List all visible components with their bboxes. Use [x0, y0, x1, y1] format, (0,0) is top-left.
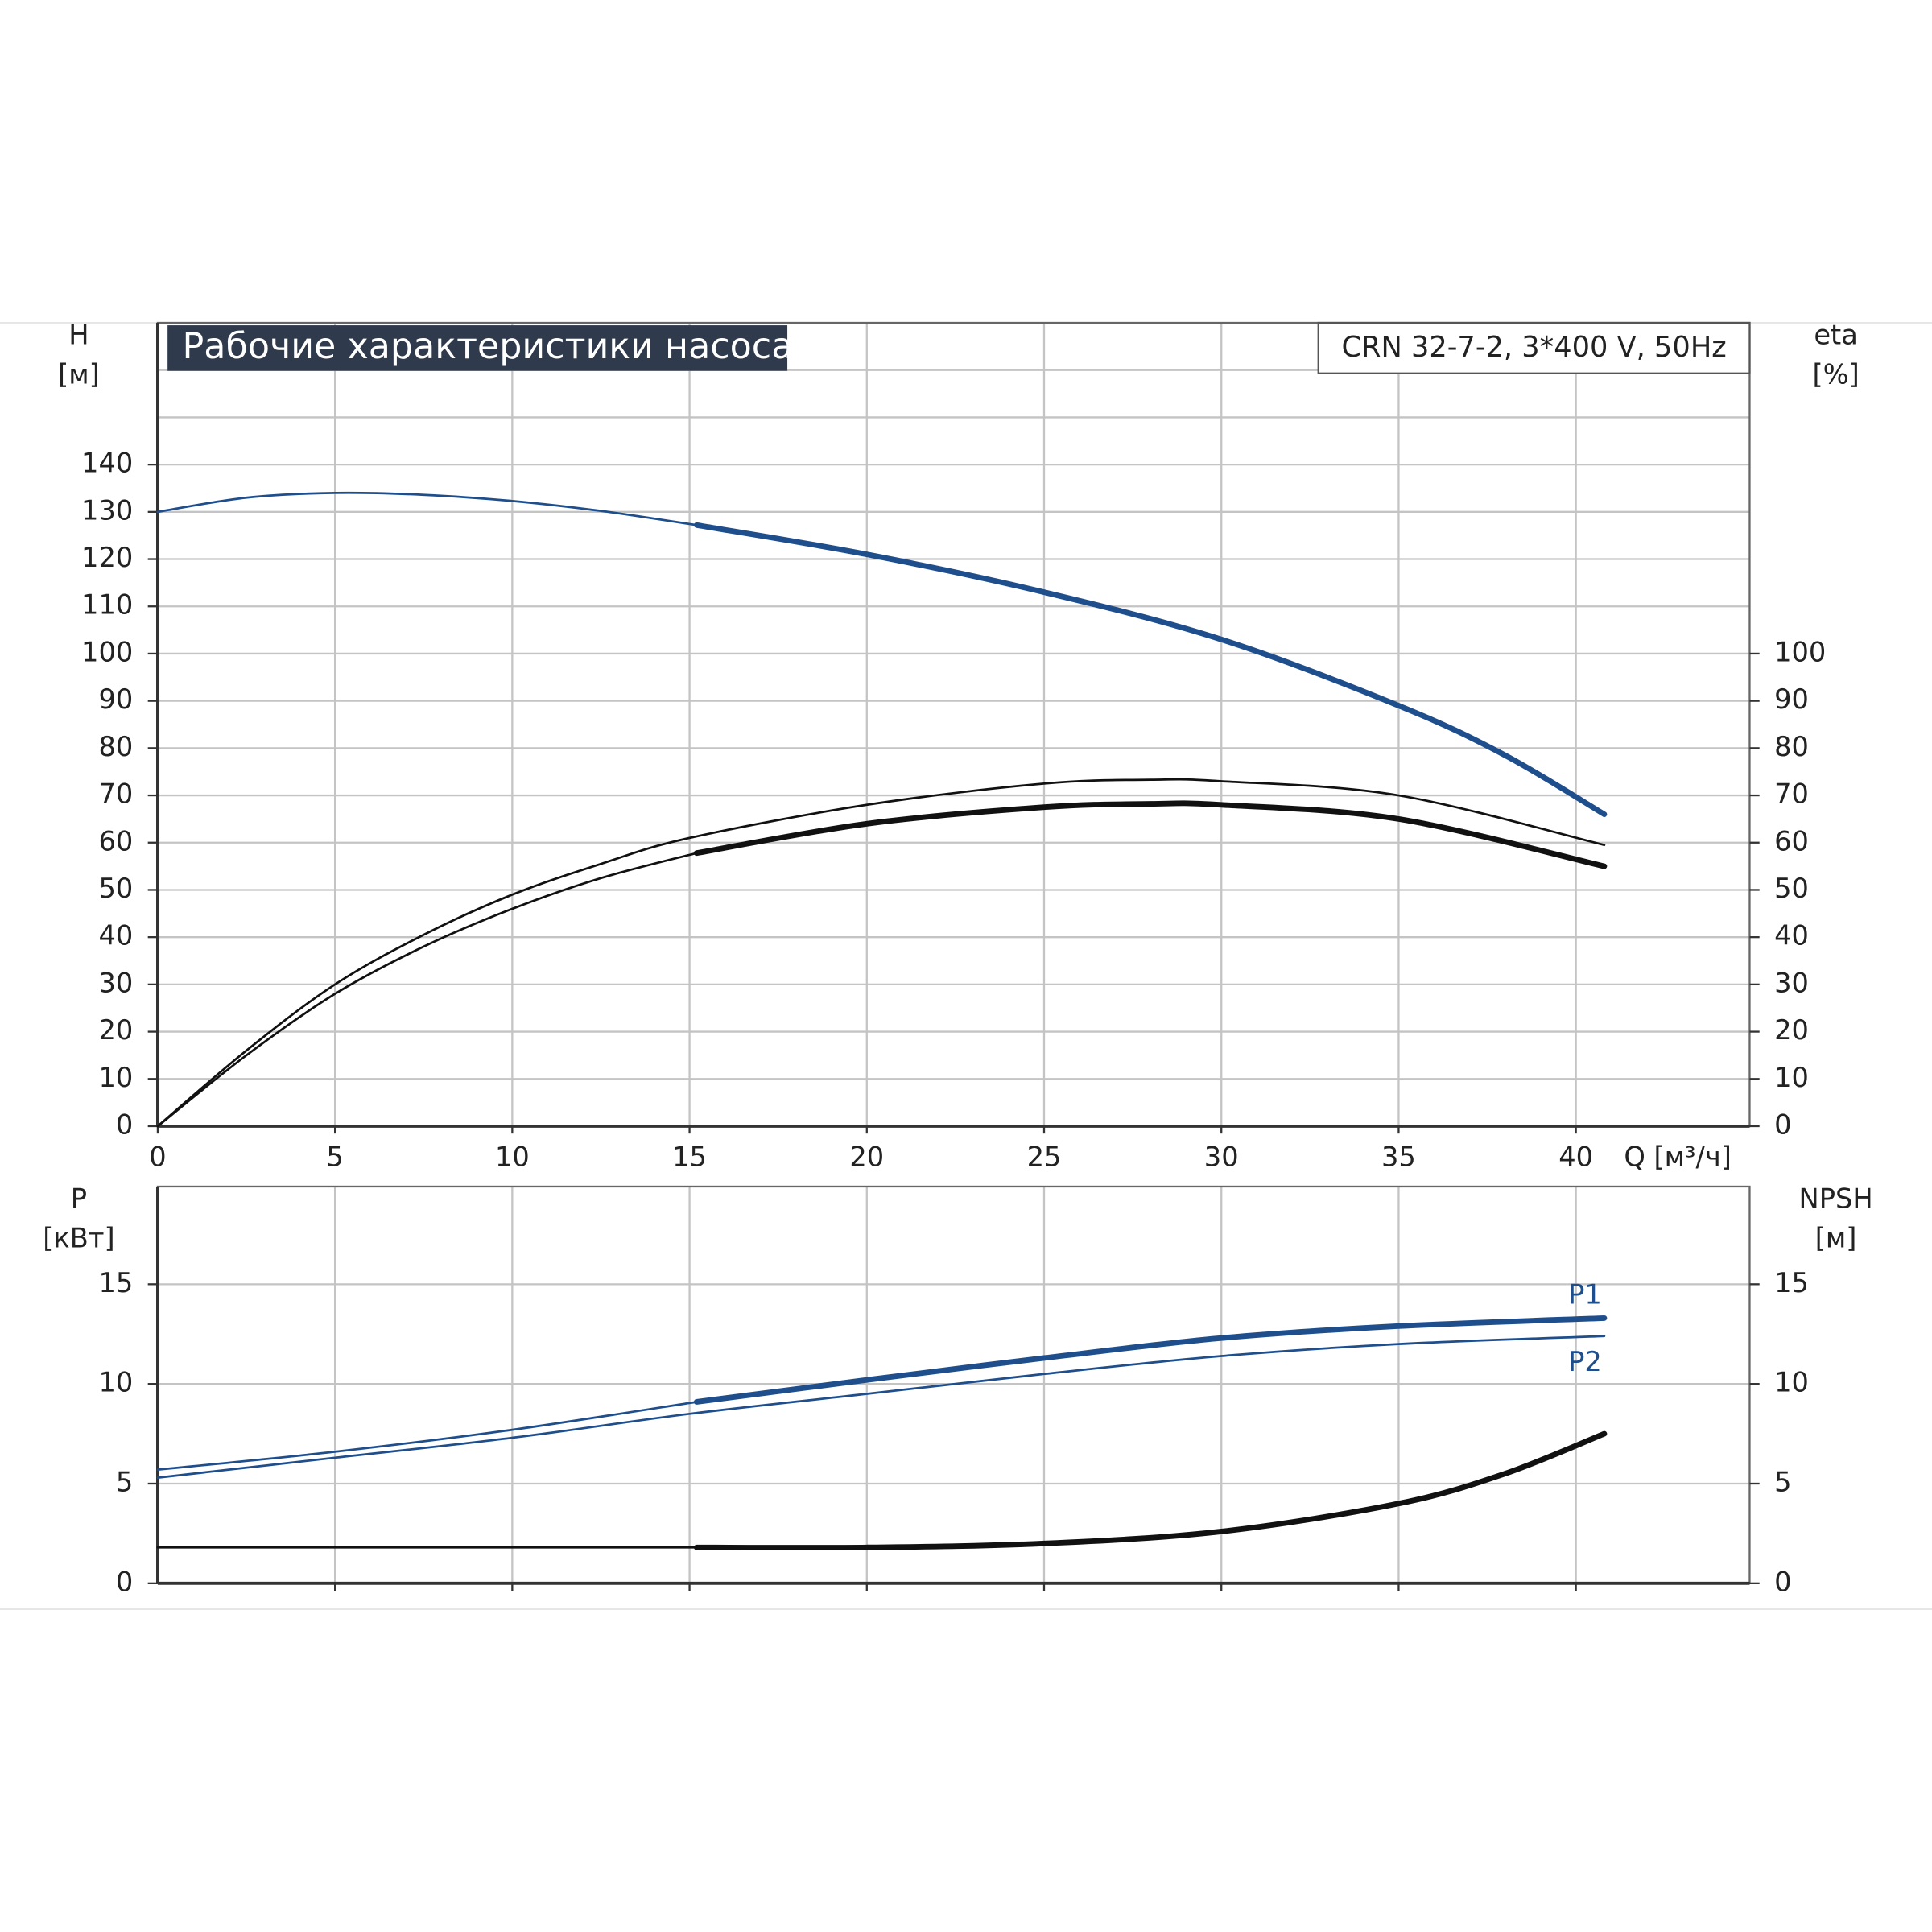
y-tick-label: 90 — [98, 683, 133, 715]
y-tick-label: 80 — [98, 731, 133, 762]
curve — [156, 1401, 698, 1472]
x-tick-label: 15 — [672, 1141, 707, 1172]
y-tick-label: 140 — [81, 448, 133, 479]
title-box — [167, 325, 788, 371]
y-tick-label: 10 — [98, 1367, 133, 1398]
annotation-box — [1317, 321, 1751, 374]
y2-tick-label: 40 — [1774, 920, 1809, 952]
y-tick-label: 100 — [81, 636, 133, 667]
y-axis-label: H — [68, 319, 89, 350]
curve — [693, 1315, 1608, 1405]
y-tick-label: 110 — [81, 589, 133, 621]
x-tick-label: 40 — [1558, 1141, 1593, 1172]
y2-tick-label: 80 — [1774, 731, 1809, 762]
y-tick-label: 30 — [98, 967, 133, 998]
y2-tick-label: 10 — [1774, 1062, 1809, 1093]
y2-tick-label: 100 — [1774, 636, 1826, 667]
y-tick-label: 40 — [98, 920, 133, 952]
y-tick-label: 5 — [116, 1467, 133, 1498]
y-axis-unit: [кВт] — [43, 1222, 114, 1253]
y2-axis-unit: [%] — [1812, 358, 1859, 390]
y-tick-label: 130 — [81, 494, 133, 526]
y-tick-label: 60 — [98, 825, 133, 857]
x-tick-label: 10 — [495, 1141, 530, 1172]
x-tick-label: 5 — [326, 1141, 343, 1172]
y-tick-label: 50 — [98, 873, 133, 904]
y2-axis-label: eta — [1814, 319, 1858, 350]
y-tick-label: 20 — [98, 1014, 133, 1046]
y2-tick-label: 15 — [1774, 1267, 1809, 1298]
y2-tick-label: 20 — [1774, 1014, 1809, 1046]
series-label: P2 — [1568, 1346, 1602, 1377]
plot-frame — [156, 321, 1751, 1128]
y-axis-label: P — [71, 1183, 87, 1214]
series-label: P1 — [1568, 1278, 1602, 1310]
y-tick-label: 70 — [98, 778, 133, 810]
x-tick-label: 25 — [1027, 1141, 1062, 1172]
y-tick-label: 10 — [98, 1062, 133, 1093]
y2-tick-label: 5 — [1774, 1467, 1791, 1498]
y2-axis-unit: [м] — [1815, 1222, 1857, 1253]
curve — [156, 852, 698, 1128]
y-tick-label: 0 — [116, 1108, 133, 1140]
curve — [156, 491, 698, 526]
y-tick-label: 0 — [116, 1566, 133, 1597]
curve — [693, 800, 1608, 869]
y2-tick-label: 0 — [1774, 1566, 1791, 1597]
x-tick-label: 35 — [1381, 1141, 1416, 1172]
curve — [693, 522, 1608, 817]
y-tick-label: 120 — [81, 542, 133, 573]
x-axis-label: Q [м³/ч] — [1624, 1141, 1732, 1172]
y2-tick-label: 70 — [1774, 778, 1809, 810]
curve — [693, 1430, 1608, 1551]
y2-axis-label: NPSH — [1799, 1183, 1873, 1214]
chart-title: Рабочие характеристики насоса — [183, 326, 794, 367]
y2-tick-label: 30 — [1774, 967, 1809, 998]
x-tick-label: 0 — [149, 1141, 166, 1172]
curve — [156, 1335, 1606, 1479]
y-tick-label: 15 — [98, 1267, 133, 1298]
y2-tick-label: 0 — [1774, 1108, 1791, 1140]
y2-tick-label: 60 — [1774, 825, 1809, 857]
annotation: CRN 32-7-2, 3*400 V, 50Hz — [1341, 331, 1726, 364]
x-tick-label: 30 — [1204, 1141, 1239, 1172]
y-axis-unit: [м] — [58, 358, 100, 390]
y2-tick-label: 50 — [1774, 873, 1809, 904]
curve — [156, 778, 1606, 1128]
x-tick-label: 20 — [849, 1141, 884, 1172]
y2-tick-label: 10 — [1774, 1367, 1809, 1398]
y2-tick-label: 90 — [1774, 683, 1809, 715]
